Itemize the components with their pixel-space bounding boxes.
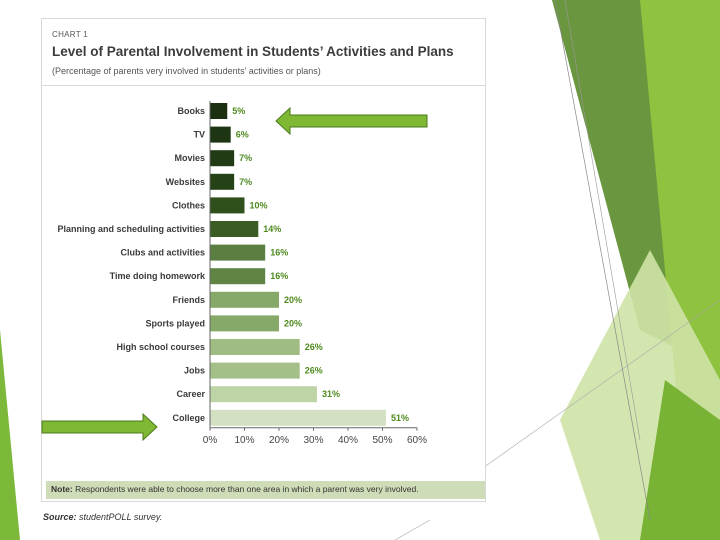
bar-8 <box>210 291 279 308</box>
value-label: 7% <box>239 153 252 163</box>
green-shape-bottom-left <box>0 330 20 540</box>
category-label: Career <box>176 389 205 399</box>
chart-panel: CHART 1 Level of Parental Involvement in… <box>41 18 486 502</box>
x-tick-label: 50% <box>372 435 392 446</box>
x-tick-label: 0% <box>203 435 218 446</box>
bar-2 <box>210 150 235 167</box>
category-label: High school courses <box>116 342 205 352</box>
value-label: 31% <box>322 389 340 399</box>
value-label: 14% <box>263 224 281 234</box>
value-label: 26% <box>305 342 323 352</box>
source-line: Source: studentPOLL survey. <box>43 512 162 522</box>
value-label: 16% <box>270 248 288 258</box>
thin-line-3 <box>479 299 720 471</box>
category-label: Time doing homework <box>110 271 206 281</box>
thin-line-4 <box>394 519 431 540</box>
axis-layer: 0% 10% 20% 30% 40% 50% 60% <box>203 101 427 446</box>
bar-13 <box>210 409 386 426</box>
thin-line-2 <box>564 0 641 441</box>
thin-line-1 <box>554 0 651 521</box>
x-tick-label: 60% <box>407 435 427 446</box>
value-label: 20% <box>284 295 302 305</box>
bar-chart: Books 5% TV 6% Movies 7% Websites 7% Clothes 10% P… <box>57 101 427 446</box>
bar-1 <box>210 126 231 143</box>
x-tick-label: 40% <box>338 435 358 446</box>
bar-10 <box>210 339 300 355</box>
bar-0 <box>210 103 228 119</box>
note-bar: Note: Respondents were able to choose mo… <box>46 481 485 499</box>
title-divider <box>42 85 485 86</box>
x-tick-label: 10% <box>234 435 254 446</box>
bar-7 <box>210 268 266 285</box>
value-label: 51% <box>391 413 409 423</box>
source-text: studentPOLL survey. <box>79 512 163 522</box>
chart-title: Level of Parental Involvement in Student… <box>52 44 454 59</box>
bar-9 <box>210 315 279 332</box>
category-label: College <box>172 413 205 423</box>
note-label: Note: <box>51 484 73 494</box>
x-tick-label: 30% <box>303 435 323 446</box>
category-label: Movies <box>174 153 205 163</box>
value-label: 6% <box>236 130 249 140</box>
value-label: 16% <box>270 271 288 281</box>
bar-12 <box>210 386 317 403</box>
note-text: Respondents were able to choose more tha… <box>75 484 419 494</box>
category-label: Websites <box>166 177 205 187</box>
chart-subtitle: (Percentage of parents very involved in … <box>52 66 321 76</box>
bar-11 <box>210 362 300 379</box>
value-label: 7% <box>239 177 252 187</box>
category-label: Clothes <box>172 200 205 210</box>
value-label: 10% <box>250 200 268 210</box>
green-shape-top-right-dark <box>552 0 700 360</box>
category-label: Books <box>177 106 205 116</box>
bar-5 <box>210 221 259 237</box>
category-label: Clubs and activities <box>120 248 205 258</box>
category-label: Sports played <box>145 318 205 328</box>
green-shape-bottom-right <box>640 380 720 540</box>
bar-3 <box>210 173 235 190</box>
value-label: 5% <box>232 106 245 116</box>
x-tick-label: 20% <box>269 435 289 446</box>
value-label: 26% <box>305 366 323 376</box>
category-label: Planning and scheduling activities <box>57 224 205 234</box>
category-label: TV <box>193 130 205 140</box>
value-label: 20% <box>284 318 302 328</box>
bars-layer: Books 5% TV 6% Movies 7% Websites 7% Clothes 10% P… <box>57 103 409 426</box>
category-label: Friends <box>172 295 205 305</box>
source-label: Source: <box>43 512 77 522</box>
bar-4 <box>210 197 245 214</box>
chart-number-label: CHART 1 <box>52 30 89 39</box>
bar-6 <box>210 244 266 261</box>
category-label: Jobs <box>184 366 205 376</box>
